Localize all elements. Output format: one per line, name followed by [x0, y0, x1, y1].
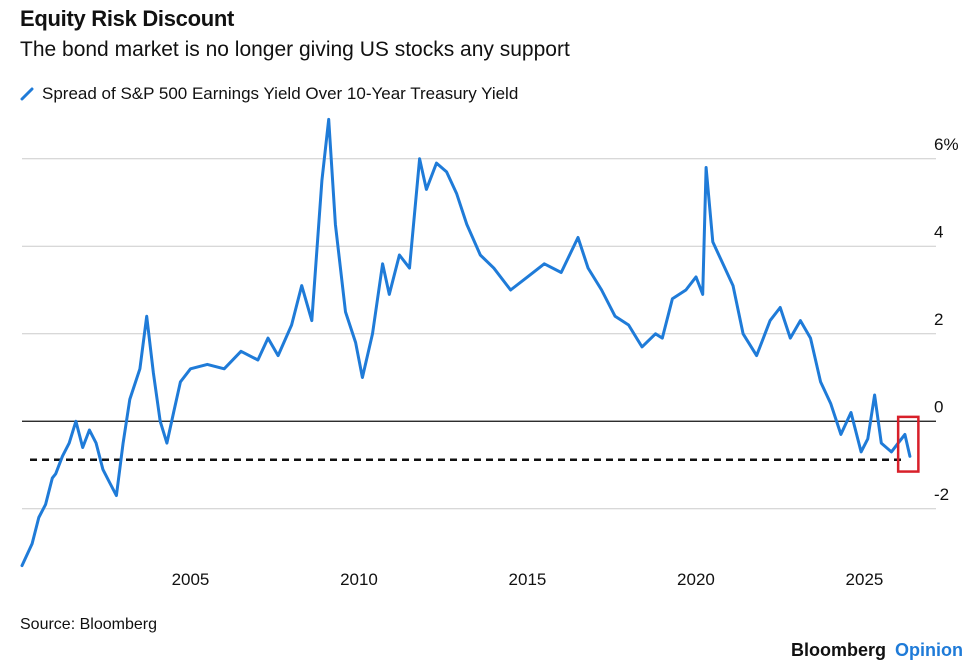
legend-label: Spread of S&P 500 Earnings Yield Over 10…: [42, 84, 519, 103]
y-tick-label: 0: [934, 397, 943, 416]
y-tick-label: -2: [934, 485, 949, 504]
brand-logo: Bloomberg Opinion: [791, 640, 963, 661]
legend-swatch-icon: [20, 87, 34, 101]
y-tick-label: 6%: [934, 135, 959, 154]
legend: Spread of S&P 500 Earnings Yield Over 10…: [20, 84, 518, 104]
highlight-box: [896, 415, 920, 473]
series-line: [20, 117, 912, 568]
x-tick-label: 2015: [509, 570, 547, 589]
chart-title: Equity Risk Discount: [20, 6, 235, 31]
brand-primary: Bloomberg: [790, 640, 886, 660]
brand-secondary: Opinion: [895, 640, 963, 660]
x-tick-label: 2005: [172, 570, 210, 589]
chart-subtitle: The bond market is no longer giving US s…: [20, 38, 570, 61]
x-tick-label: 2020: [677, 570, 715, 589]
x-tick-label: 2025: [846, 570, 884, 589]
y-tick-label: 4: [934, 222, 943, 241]
x-tick-label: 2010: [340, 570, 378, 589]
source-note: Source: Bloomberg: [20, 616, 157, 633]
y-tick-label: 2: [934, 310, 943, 329]
